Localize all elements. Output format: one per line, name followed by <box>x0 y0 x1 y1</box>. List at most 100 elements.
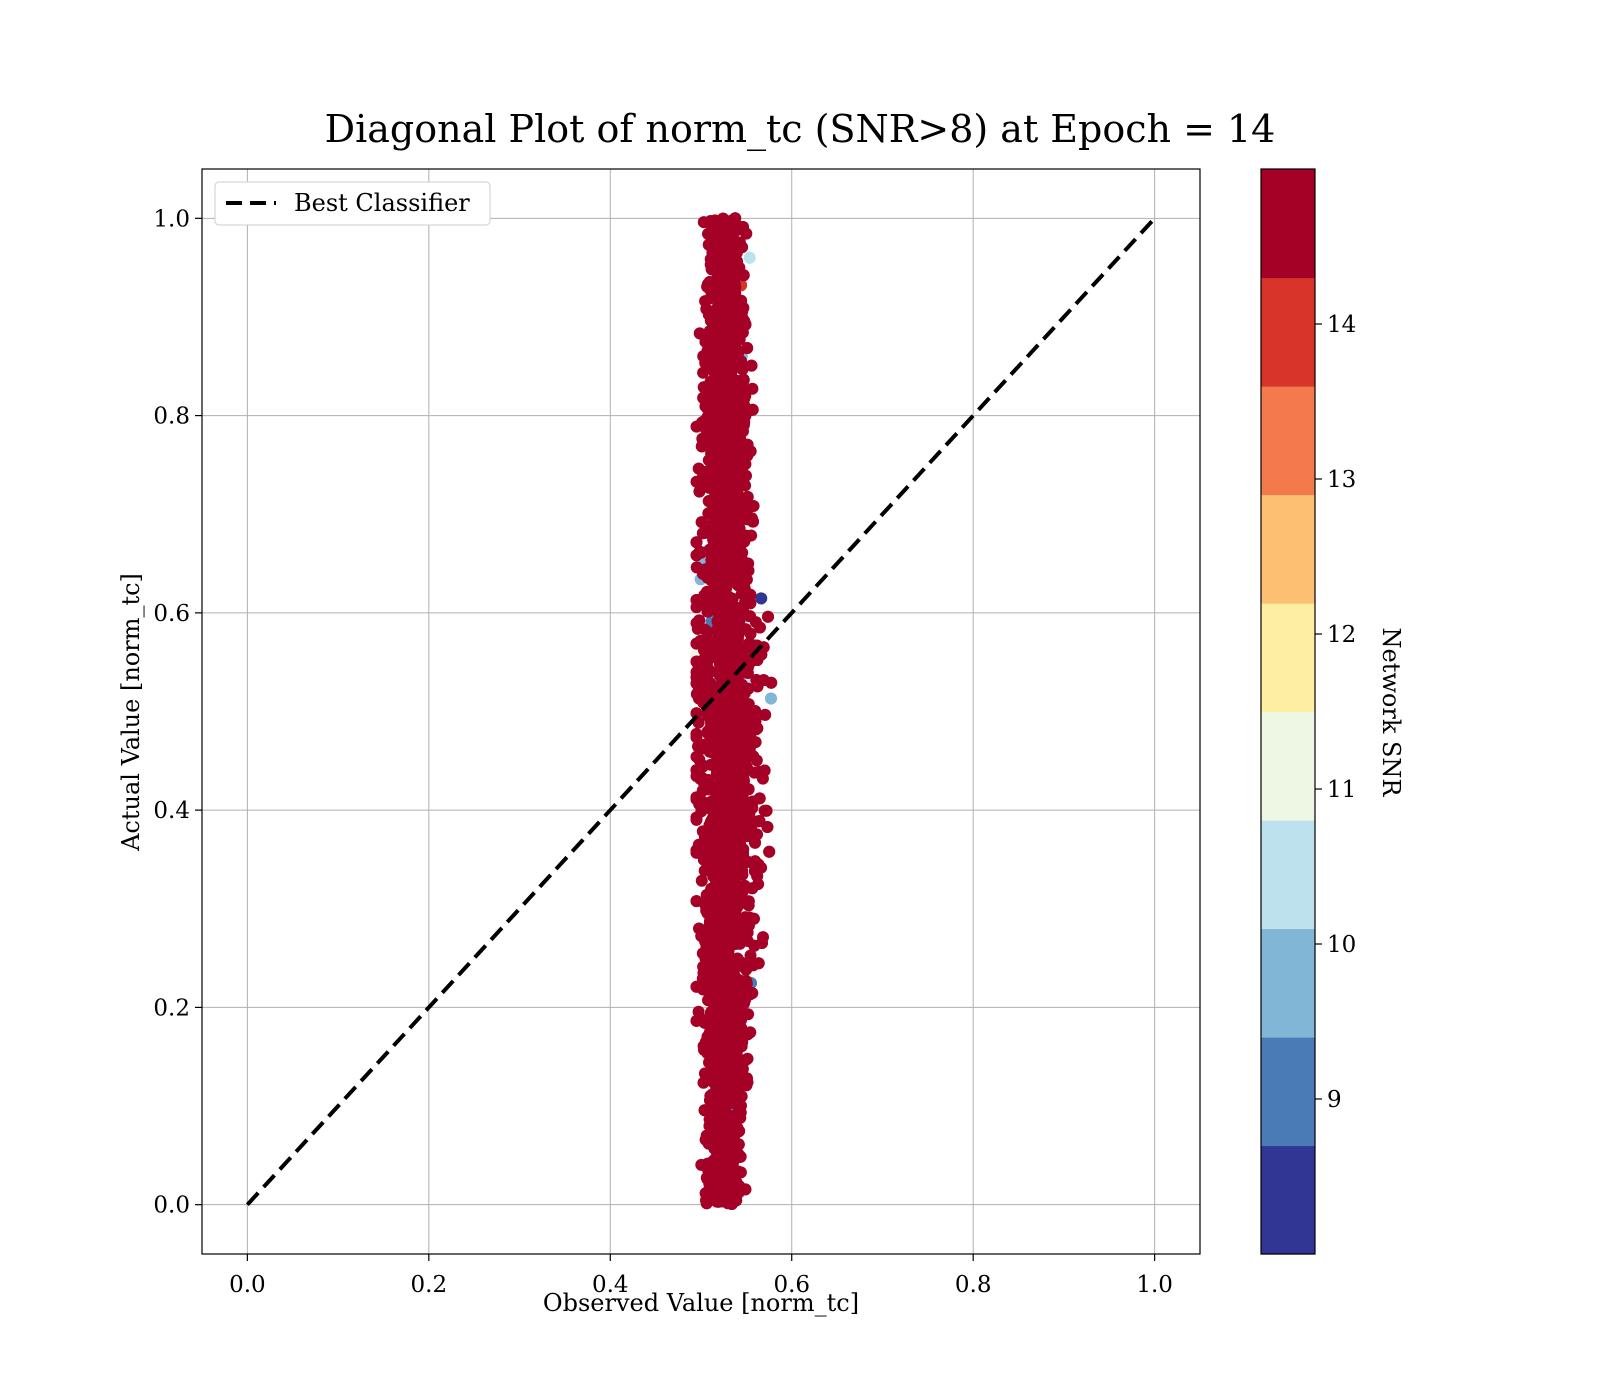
scatter-point <box>713 393 726 406</box>
scatter-point <box>733 932 746 945</box>
scatter-point <box>735 412 748 424</box>
scatter-point <box>690 536 703 549</box>
colorbar-tick-label: 14 <box>1327 312 1356 338</box>
scatter-point <box>700 386 713 399</box>
x-tick-label: 0.2 <box>411 1272 448 1298</box>
scatter-point <box>690 1014 703 1027</box>
scatter-point <box>722 432 735 445</box>
scatter-point <box>731 238 744 251</box>
scatter-point <box>755 592 768 605</box>
scatter-point <box>693 545 706 558</box>
scatter-point <box>705 1006 718 1019</box>
x-axis-ticks: 0.0 0.2 0.4 0.6 0.8 1.0 <box>229 1254 1173 1298</box>
y-axis-label: Actual Value [norm_tc] <box>117 573 145 852</box>
colorbar-band <box>1261 1145 1315 1255</box>
scatter-point <box>706 342 719 355</box>
plot-frame <box>201 168 1201 1255</box>
scatter-point <box>730 622 743 634</box>
scatter-point <box>761 821 774 833</box>
scatter-point <box>728 1073 741 1086</box>
scatter-point <box>701 638 714 651</box>
y-axis-ticks: 0.0 0.2 0.4 0.6 0.8 1.0 <box>153 206 202 1219</box>
scatter-point <box>718 499 731 512</box>
scatter-point <box>745 512 758 525</box>
scatter-point <box>703 1170 716 1183</box>
scatter-point <box>746 795 759 808</box>
scatter-point <box>711 812 724 825</box>
scatter-point <box>690 792 703 805</box>
scatter-point <box>715 464 728 477</box>
scatter-point <box>704 506 717 518</box>
scatter-point <box>744 822 757 835</box>
scatter-point <box>702 308 715 321</box>
scatter-point <box>737 997 750 1010</box>
scatter-point <box>747 912 760 925</box>
scatter-point <box>730 1180 743 1192</box>
scatter-point <box>731 255 744 268</box>
scatter-point <box>739 1054 752 1066</box>
y-tick-label: 1.0 <box>153 206 190 232</box>
scatter-point <box>723 290 736 302</box>
scatter-point <box>751 680 764 693</box>
scatter-point <box>707 850 720 863</box>
scatter-point <box>702 227 715 240</box>
scatter-point <box>699 526 712 539</box>
scatter-point <box>727 1194 740 1207</box>
scatter-point <box>703 801 716 814</box>
scatter-point <box>739 753 752 766</box>
scatter-point <box>710 695 723 708</box>
scatter-point <box>763 845 776 858</box>
scatter-point <box>713 770 726 783</box>
scatter-point <box>715 520 728 533</box>
scatter-point <box>758 764 771 777</box>
scatter-point <box>703 964 716 976</box>
scatter-point <box>737 734 750 747</box>
scatter-point <box>702 774 715 786</box>
scatter-point <box>702 278 714 291</box>
scatter-point <box>707 496 719 509</box>
scatter-point <box>744 597 757 610</box>
colorbar <box>1260 168 1316 1255</box>
scatter-point <box>744 1026 757 1039</box>
scatter-point <box>713 1029 726 1042</box>
scatter-point <box>725 853 738 866</box>
scatter-point <box>736 363 749 376</box>
scatter-point <box>692 1005 705 1018</box>
scatter-point <box>730 638 743 651</box>
colorbar-tick-label: 9 <box>1327 1087 1342 1113</box>
scatter-point <box>718 1115 730 1128</box>
scatter-point <box>704 559 717 572</box>
scatter-point <box>734 1150 747 1163</box>
scatter-point <box>693 485 706 498</box>
scatter-point <box>690 677 703 690</box>
scatter-point <box>746 882 759 895</box>
scatter-point <box>708 1059 721 1072</box>
x-tick-label: 0.0 <box>229 1272 266 1298</box>
scatter-point <box>762 610 774 623</box>
colorbar-ticks: 9 10 11 12 13 14 <box>1315 312 1356 1113</box>
scatter-point <box>704 375 717 388</box>
scatter-point <box>753 621 766 634</box>
scatter-point <box>723 1019 736 1031</box>
scatter-point <box>745 359 758 372</box>
scatter-point <box>723 835 736 848</box>
scatter-point <box>719 1140 732 1153</box>
scatter-point <box>720 1173 733 1186</box>
scatter-point <box>714 241 727 254</box>
scatter-point <box>741 926 754 939</box>
scatter-point <box>748 766 761 779</box>
scatter-point <box>744 588 757 601</box>
scatter-point <box>721 985 733 998</box>
scatter-point <box>713 924 726 936</box>
scatter-point <box>721 592 734 605</box>
scatter-points <box>690 212 778 1210</box>
scatter-point <box>719 823 732 836</box>
scatter-point <box>718 706 731 719</box>
scatter-point <box>710 1050 722 1062</box>
scatter-point <box>700 465 713 478</box>
scatter-point <box>743 251 756 264</box>
scatter-point <box>702 357 715 370</box>
scatter-point <box>725 1089 737 1102</box>
scatter-point <box>728 770 741 783</box>
y-tick-label: 0.6 <box>153 601 190 627</box>
